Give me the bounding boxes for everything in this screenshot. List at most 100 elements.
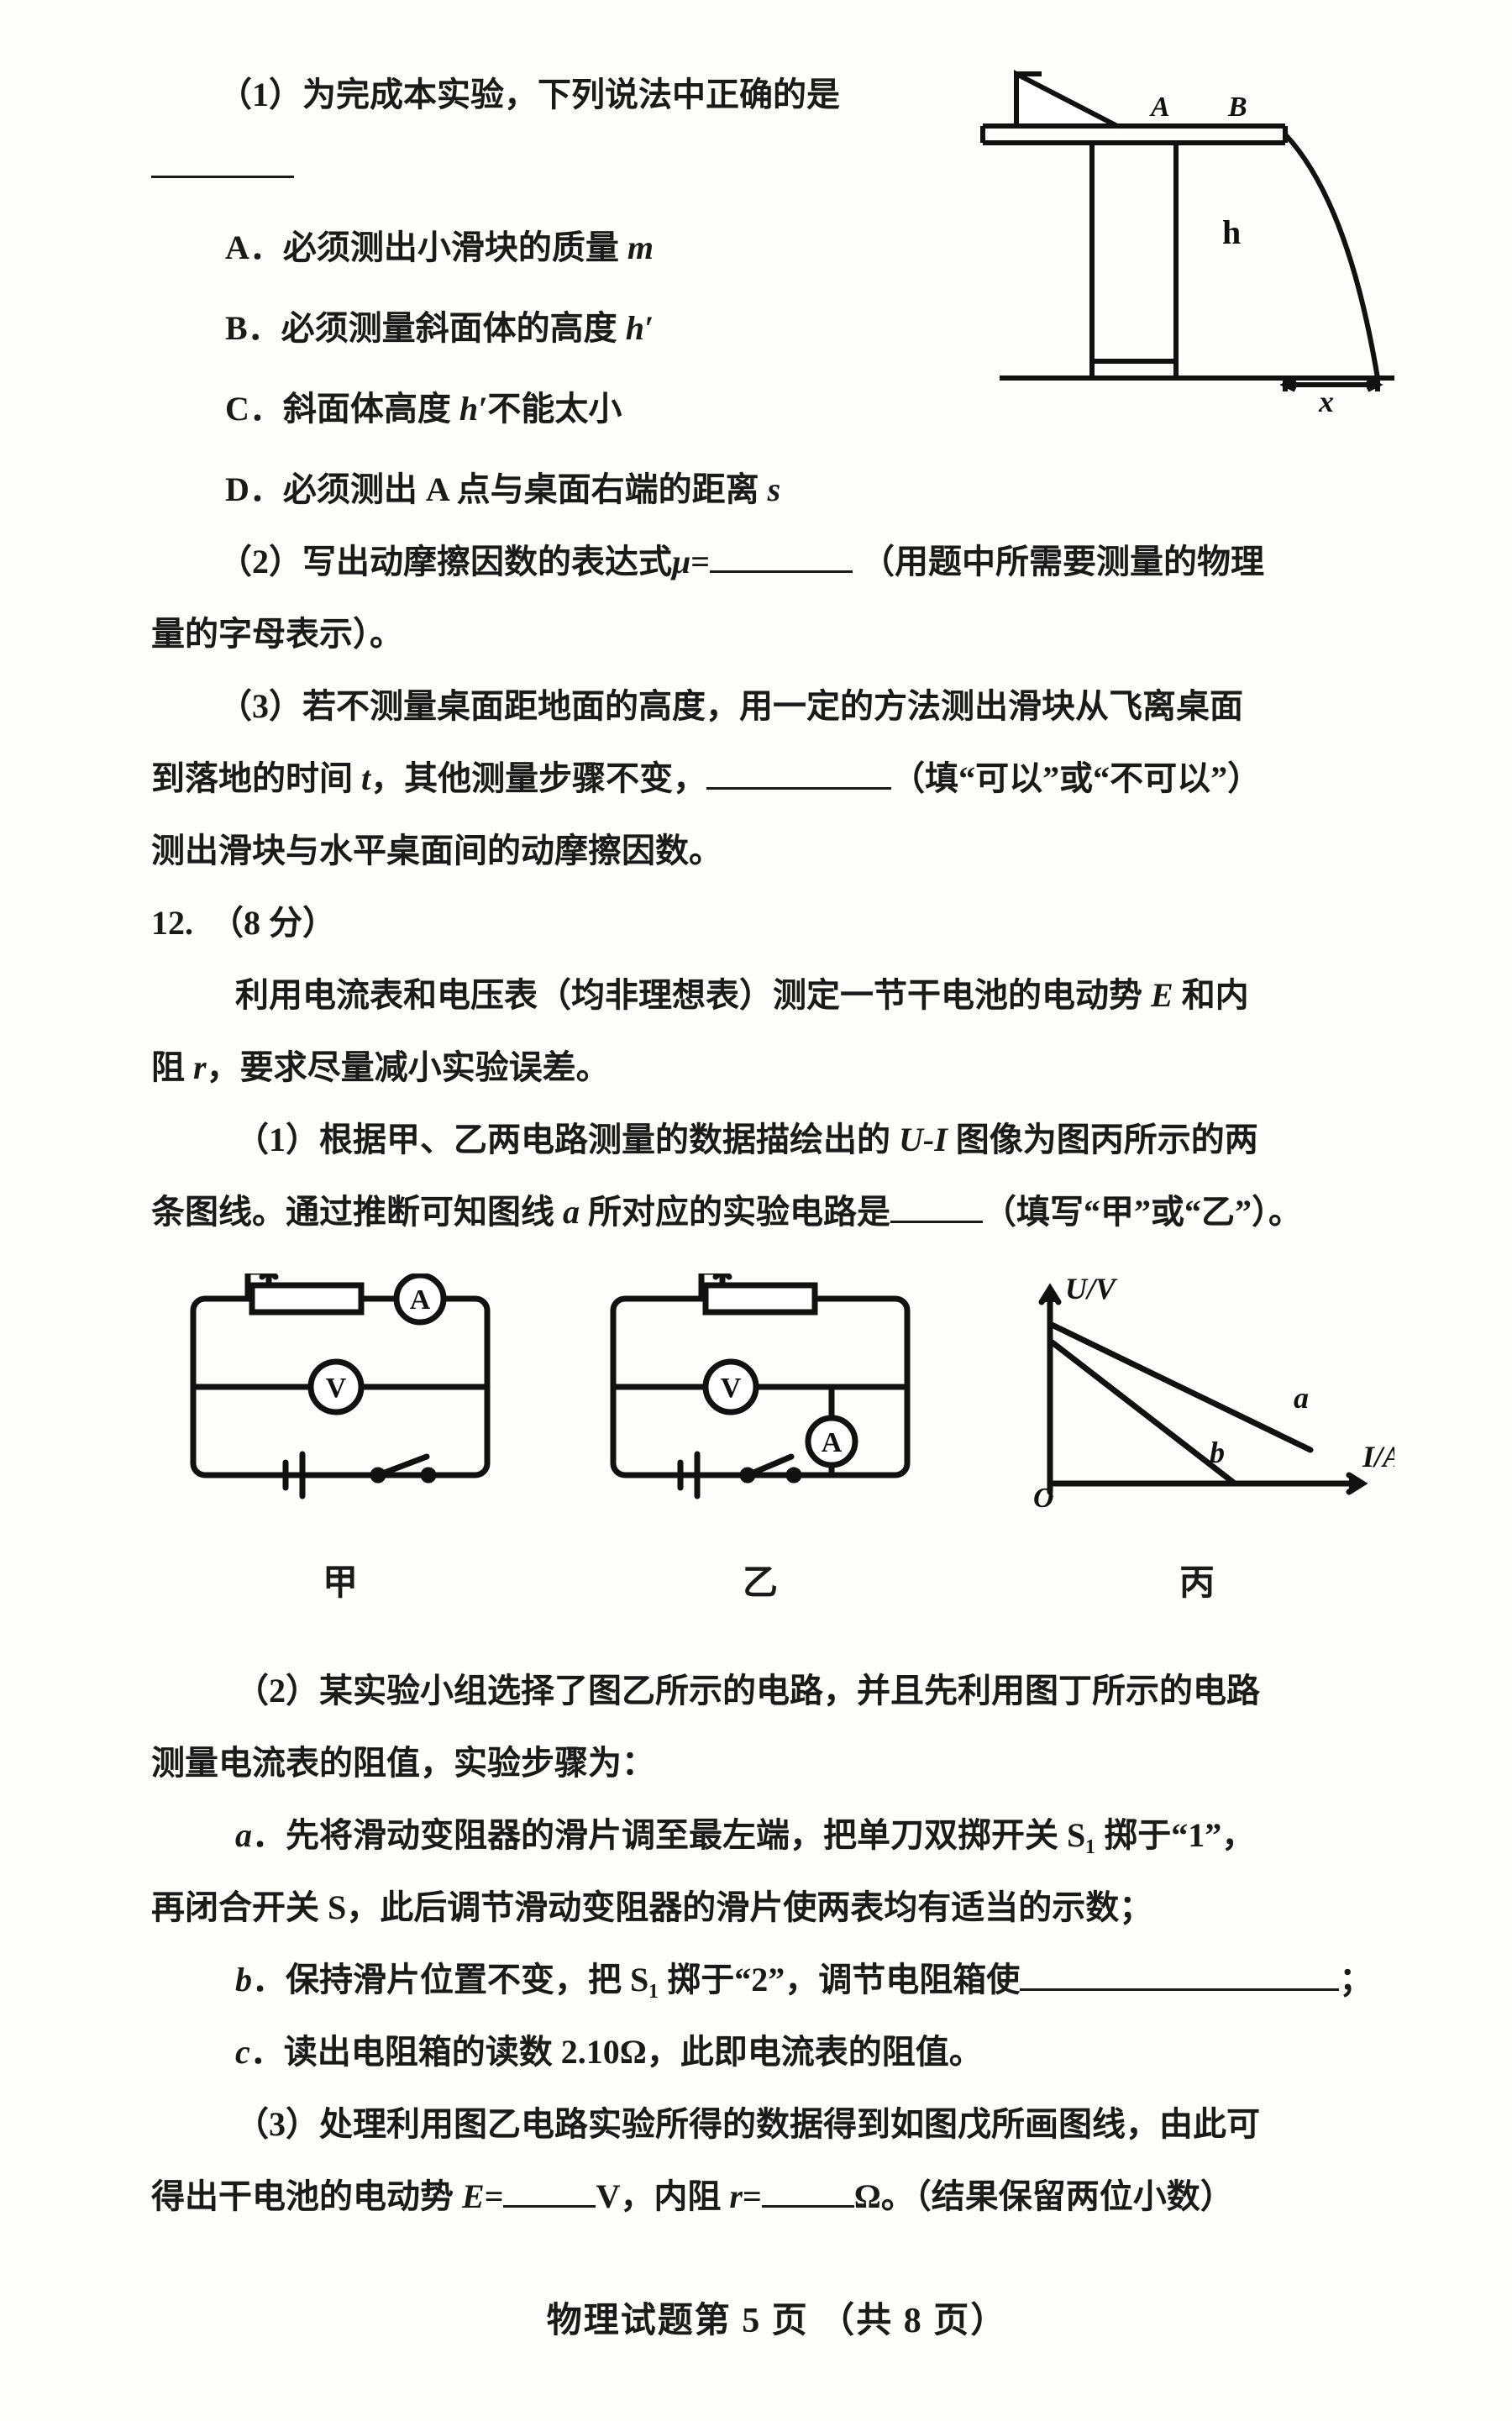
blank[interactable] — [151, 175, 294, 178]
eq: = — [690, 543, 710, 580]
q1-p3b-pre: 到落地的时间 — [151, 759, 361, 797]
q12-score: （8 分） — [210, 904, 336, 942]
blank[interactable] — [1020, 1988, 1339, 1991]
q12-p1a: （1）根据甲、乙两电路测量的数据描绘出的 U-I 图像为图丙所示的两 — [151, 1104, 1403, 1176]
q12-p1a-pre: （1）根据甲、乙两电路测量的数据描绘出的 — [235, 1121, 899, 1158]
pa-text1: ．先将滑动变阻器的滑片调至最左端，把单刀双掷开关 S₁ 掷于“1”， — [252, 1816, 1255, 1854]
page-footer: 物理试题第 5 页 （共 8 页） — [151, 2283, 1403, 2359]
pc-pre: c — [235, 2033, 250, 2071]
figure-projectile: A B h x — [966, 59, 1403, 437]
q12-p1a-post: 图像为图丙所示的两 — [948, 1121, 1258, 1158]
circuit-yi: V A 乙 — [580, 1274, 941, 1621]
blank[interactable] — [503, 2204, 596, 2208]
ammeter-A: A — [410, 1284, 431, 1316]
q1-opt-B: B．必须测量斜面体的高度 h′ — [225, 292, 949, 365]
fig-h: h — [1222, 213, 1241, 251]
blank[interactable] — [762, 2204, 854, 2208]
blank[interactable] — [710, 570, 853, 573]
q12-pb: b．保持滑片位置不变，把 S₁ 掷于“2”，调节电阻箱使 ； — [151, 1944, 1403, 2016]
q1-p3b-post: （填“可以”或“不可以”） — [891, 759, 1261, 797]
pb-semi: ； — [1339, 1961, 1373, 1998]
eq1: = — [485, 2177, 504, 2215]
mu: μ — [672, 543, 690, 580]
q12-p3b: 得出干电池的电动势 E=V，内阻 r=Ω。（结果保留两位小数） — [151, 2161, 1403, 2233]
E2: E — [462, 2177, 485, 2215]
q12-p1b-mid: 所对应的实验电路是 — [580, 1193, 890, 1231]
graph-bing-svg: U/V I/A a b O — [1000, 1274, 1394, 1517]
q1-p1-text: （1）为完成本实验，下列说法中正确的是 — [218, 76, 840, 113]
circuit-yi-svg: V A — [580, 1274, 941, 1517]
voltmeter-V: V — [326, 1373, 347, 1404]
origin-O: O — [1033, 1483, 1054, 1514]
ammeter-A2: A — [822, 1427, 843, 1458]
q12-p1b-post: （填写“甲”或“乙”）。 — [983, 1193, 1302, 1231]
fig-A: A — [1149, 92, 1170, 123]
jia-label: 甲 — [160, 1546, 521, 1621]
r: r — [193, 1048, 207, 1086]
pb-pre: b — [235, 1961, 252, 1998]
axis-U: U/V — [1065, 1274, 1118, 1305]
page: （1）为完成本实验，下列说法中正确的是 A．必须测出小滑块的质量 m B．必须测… — [0, 0, 1512, 2421]
q1-p3c: 测出滑块与水平桌面间的动摩擦因数。 — [151, 815, 1403, 887]
q12-header: 12. （8 分） — [151, 887, 1403, 959]
circuit-row: A V 甲 — [151, 1274, 1403, 1621]
pc-text: ．读出电阻箱的读数 2.10Ω，此即电流表的阻值。 — [250, 2033, 983, 2071]
q12-intro2-post: ，要求尽量减小实验误差。 — [207, 1048, 610, 1086]
fig-x: x — [1318, 385, 1334, 412]
q12-p2b: 测量电流表的阻值，实验步骤为： — [151, 1727, 1403, 1799]
bing-label: 丙 — [1000, 1546, 1394, 1621]
q12-intro2: 阻 r，要求尽量减小实验误差。 — [151, 1032, 1403, 1104]
projectile-svg: A B h x — [966, 59, 1403, 412]
opt-A-text: A．必须测出小滑块的质量 — [225, 228, 627, 266]
a: a — [563, 1193, 580, 1231]
fig-B: B — [1227, 92, 1247, 123]
q12-num: 12. — [151, 904, 193, 942]
pb-text: ．保持滑片位置不变，把 S₁ 掷于“2”，调节电阻箱使 — [252, 1961, 1020, 1998]
q12-intro1-mid: 和内 — [1173, 976, 1249, 1014]
q1-p2: （2）写出动摩擦因数的表达式μ= （用题中所需要测量的物理 — [151, 526, 1403, 598]
q1-opt-A: A．必须测出小滑块的质量 m — [225, 212, 949, 284]
var-s: s — [768, 470, 781, 508]
axis-I: I/A — [1362, 1440, 1394, 1473]
unitV: V，内阻 — [596, 2177, 729, 2215]
q12-intro1-pre: 利用电流表和电压表（均非理想表）测定一节干电池的电动势 — [235, 976, 1151, 1014]
var-h2: h′ — [459, 390, 488, 428]
question-1-block: （1）为完成本实验，下列说法中正确的是 A．必须测出小滑块的质量 m B．必须测… — [151, 59, 1403, 526]
unitO: Ω。（结果保留两位小数） — [854, 2177, 1234, 2215]
opt-D-text: D．必须测出 A 点与桌面右端的距离 — [225, 470, 768, 508]
opt-C-pre: C．斜面体高度 — [225, 390, 459, 428]
blank[interactable] — [890, 1220, 983, 1223]
q12-p1b-pre: 条图线。通过推断可知图线 — [151, 1193, 563, 1231]
q1-p2-cont: 量的字母表示）。 — [151, 598, 1403, 670]
opt-B-text: B．必须测量斜面体的高度 — [225, 309, 626, 347]
q1-p3b: 到落地的时间 t，其他测量步骤不变， （填“可以”或“不可以”） — [151, 743, 1403, 815]
q1-opt-D: D．必须测出 A 点与桌面右端的距离 s — [225, 454, 949, 526]
circuit-jia: A V 甲 — [160, 1274, 521, 1621]
eq2: = — [743, 2177, 762, 2215]
blank[interactable] — [706, 786, 891, 790]
q12-pa: a．先将滑动变阻器的滑片调至最左端，把单刀双掷开关 S₁ 掷于“1”， — [151, 1799, 1403, 1872]
voltmeter-V2: V — [721, 1373, 742, 1404]
q1-p2-post: （用题中所需要测量的物理 — [861, 543, 1264, 580]
q1-p3b-mid: ，其他测量步骤不变， — [370, 759, 706, 797]
pa-pre: a — [235, 1816, 252, 1854]
q12-p2a: （2）某实验小组选择了图乙所示的电路，并且先利用图丁所示的电路 — [151, 1655, 1403, 1727]
graph-bing: U/V I/A a b O 丙 — [1000, 1274, 1394, 1621]
var-h1: h′ — [626, 309, 654, 347]
p3b-pre: 得出干电池的电动势 — [151, 2177, 462, 2215]
q1-p1: （1）为完成本实验，下列说法中正确的是 — [151, 59, 949, 203]
opt-C-post: 不能太小 — [487, 390, 622, 428]
circuit-jia-svg: A V — [160, 1274, 521, 1517]
question-1-text: （1）为完成本实验，下列说法中正确的是 A．必须测出小滑块的质量 m B．必须测… — [151, 59, 949, 526]
E: E — [1151, 976, 1173, 1014]
var-t: t — [361, 759, 370, 797]
q1-p2-pre: （2）写出动摩擦因数的表达式 — [218, 543, 672, 580]
yi-label: 乙 — [580, 1546, 941, 1621]
UI: U-I — [899, 1121, 948, 1158]
q12-p1b: 条图线。通过推断可知图线 a 所对应的实验电路是 （填写“甲”或“乙”）。 — [151, 1176, 1403, 1248]
q12-intro1: 利用电流表和电压表（均非理想表）测定一节干电池的电动势 E 和内 — [151, 959, 1403, 1032]
var-m: m — [627, 228, 654, 266]
line-a: a — [1294, 1381, 1309, 1415]
r2: r — [729, 2177, 743, 2215]
q12-p3a: （3）处理利用图乙电路实验所得的数据得到如图戊所画图线，由此可 — [151, 2088, 1403, 2161]
